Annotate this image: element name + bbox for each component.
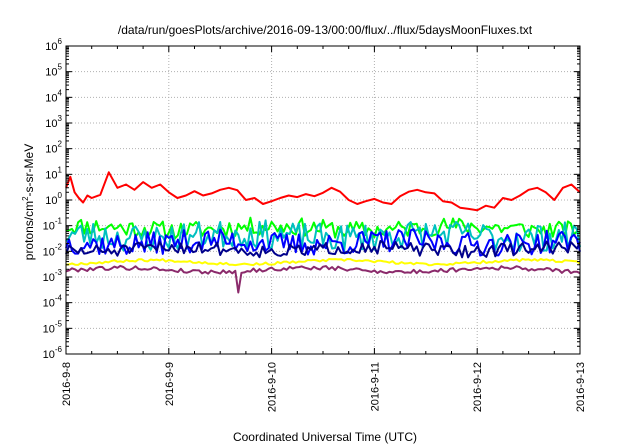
chart-title: /data/run/goesPlots/archive/2016-09-13/0… [118,23,533,37]
y-tick-label: 10-5 [43,319,63,335]
y-tick-exponent: 3 [58,114,63,123]
y-tick-label: 102 [45,140,62,156]
y-tick-exponent: -6 [55,345,63,354]
x-tick-label: 2016-9-8 [61,362,73,406]
y-tick-exponent: 1 [58,165,63,174]
y-tick-label: 106 [45,37,62,53]
y-tick-label: 105 [45,63,62,79]
y-tick-label: 10-3 [43,268,63,284]
y-tick-base: 10 [45,67,57,79]
y-tick-exponent: -4 [55,294,63,303]
y-tick-base: 10 [43,221,55,233]
y-tick-exponent: 6 [58,37,63,46]
x-tick-label: 2016-9-13 [575,362,587,412]
grid-lines [66,46,580,354]
y-tick-exponent: -1 [55,217,63,226]
series-line-6 [65,257,581,267]
x-tick-label: 2016-9-11 [369,362,381,411]
y-tick-base: 10 [45,144,57,156]
y-tick-base: 10 [43,298,55,310]
y-axis-label-sup: 2 [21,196,30,201]
y-tick-label: 104 [45,88,62,104]
y-tick-base: 10 [43,349,55,361]
series-line-1 [65,171,581,212]
y-tick-exponent: -5 [55,319,63,328]
y-axis-label-prefix: protons/cm [22,201,36,260]
y-axis-label-suffix: -s-sr-MeV [22,144,36,197]
x-axis-label: Coordinated Universal Time (UTC) [233,430,417,444]
y-tick-exponent: 0 [58,191,63,200]
y-tick-exponent: 5 [58,63,63,72]
y-tick-exponent: -3 [55,268,63,277]
y-tick-label: 10-2 [43,242,63,258]
y-axis-label: protons/cm2-s-sr-MeV [21,144,36,260]
y-tick-label: 103 [45,114,62,130]
x-tick-label: 2016-9-10 [267,362,279,412]
y-tick-base: 10 [43,272,55,284]
series-line-5 [65,240,581,259]
x-tick-label: 2016-9-12 [472,362,484,412]
y-tick-label: 101 [45,165,62,181]
y-tick-base: 10 [45,195,57,207]
series-line-7 [65,264,581,294]
x-tick-labels: 2016-9-8 2016-9-9 2016-9-10 2016-9-11 2016-9… [61,362,587,412]
axis-ticks [65,45,581,355]
series-layer [65,171,581,294]
x-tick-label: 2016-9-9 [164,362,176,406]
y-tick-base: 10 [43,246,55,258]
y-tick-base: 10 [45,118,57,130]
y-tick-label: 10-6 [43,345,63,361]
plot-frame [65,45,581,355]
y-tick-exponent: -2 [55,242,63,251]
y-tick-exponent: 2 [58,140,63,149]
y-tick-base: 10 [45,92,57,104]
y-tick-label: 100 [45,191,62,207]
y-tick-label: 10-4 [43,294,63,310]
y-tick-base: 10 [45,41,57,53]
y-tick-labels: 10-610-510-410-310-210-11001011021031041… [43,37,63,361]
y-tick-base: 10 [43,323,55,335]
y-tick-base: 10 [45,169,57,181]
series-line-2 [65,216,581,240]
y-tick-label: 10-1 [43,217,63,233]
y-tick-exponent: 4 [58,88,63,97]
